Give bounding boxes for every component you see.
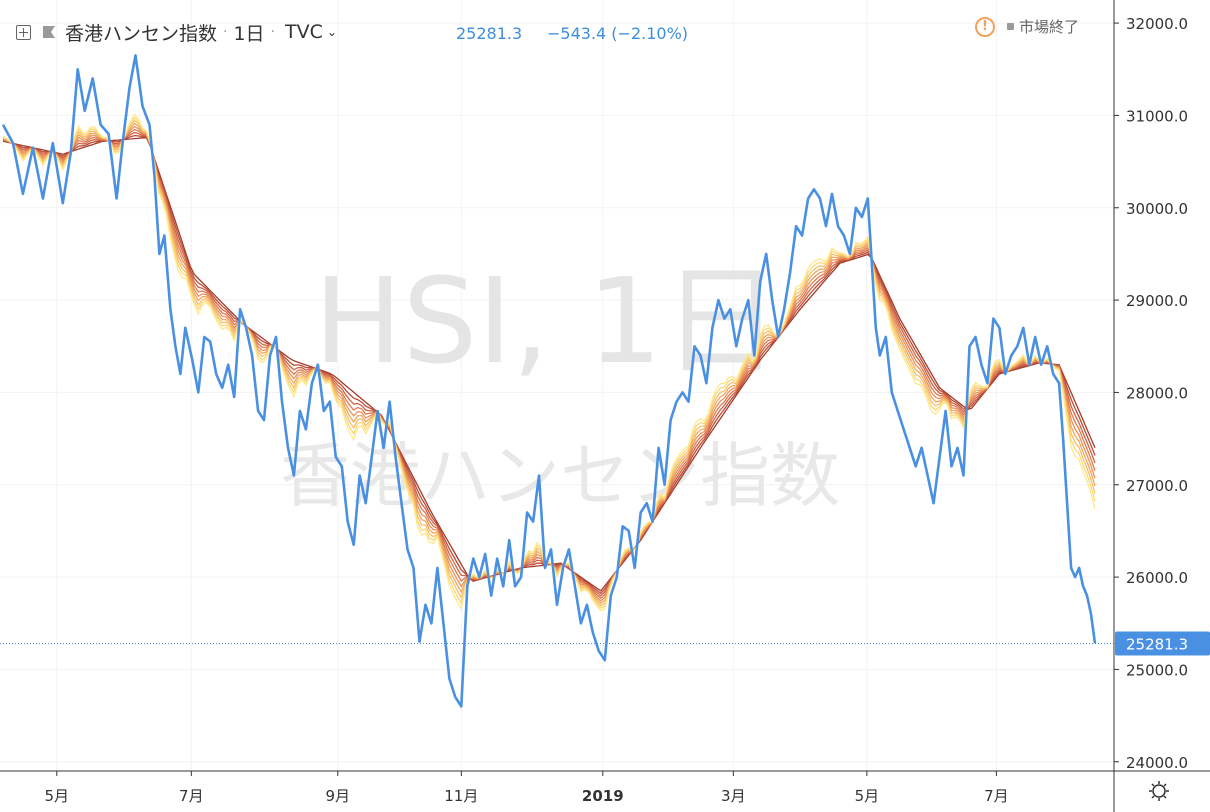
y-tick-label: 30000.0 <box>1126 200 1188 218</box>
symbol-name[interactable]: 香港ハンセン指数 <box>65 22 218 45</box>
x-tick-label: 9月 <box>326 787 351 805</box>
flag-icon[interactable] <box>41 24 57 40</box>
x-tick-label: 7月 <box>179 787 204 805</box>
y-tick-label: 32000.0 <box>1126 15 1188 33</box>
x-tick-label: 2019 <box>582 787 624 805</box>
x-tick-label: 5月 <box>45 787 70 805</box>
price-line <box>1 54 1097 708</box>
y-tick-label: 25000.0 <box>1126 661 1188 679</box>
chevron-down-icon[interactable]: ⌄ <box>326 25 337 39</box>
x-tick-label: 3月 <box>721 787 746 805</box>
chart-grid <box>0 0 1114 771</box>
settings-gear-icon[interactable] <box>1149 781 1169 801</box>
y-tick-label: 29000.0 <box>1126 292 1188 310</box>
y-tick-label: 24000.0 <box>1126 754 1188 772</box>
ma-ribbon <box>2 113 1096 612</box>
last-price-label: 25281.3 <box>1126 635 1188 653</box>
market-status-label: 市場終了 <box>1019 18 1080 36</box>
y-tick-label: 27000.0 <box>1126 477 1188 495</box>
x-tick-label: 5月 <box>855 787 880 805</box>
symbol-header: 香港ハンセン指数 · 1日 · TVC ⌄ <box>16 18 337 46</box>
exchange-label[interactable]: TVC <box>285 21 323 43</box>
x-tick-label: 11月 <box>444 787 478 805</box>
y-tick-label: 31000.0 <box>1126 107 1188 125</box>
price-series <box>1 54 1097 708</box>
warning-icon[interactable]: ! <box>975 16 995 37</box>
separator-dot: · <box>223 24 228 40</box>
x-tick-label: 7月 <box>984 787 1009 805</box>
last-price-tag: 25281.3 <box>1115 631 1210 656</box>
price-change-value: −543.4 (−2.10%) <box>547 24 689 43</box>
separator-dot: · <box>270 24 276 40</box>
ma-line <box>2 113 1096 612</box>
interval-label[interactable]: 1日 <box>233 22 265 45</box>
watermark-symbol: HSI, 1日 <box>314 252 781 390</box>
y-tick-label: 26000.0 <box>1126 569 1188 587</box>
status-dot-icon <box>1007 23 1014 30</box>
market-status[interactable]: ! 市場終了 <box>975 16 1079 37</box>
y-tick-label: 28000.0 <box>1126 384 1188 402</box>
add-compare-icon[interactable] <box>16 24 31 40</box>
price-axis[interactable]: 24000.0 25000.0 26000.0 27000.0 28000.0 29000… <box>1113 0 1188 812</box>
watermark-name: 香港ハンセン指数 <box>280 435 840 517</box>
last-price-value: 25281.3 <box>456 24 523 43</box>
time-axis[interactable]: 5月 7月 9月 11月 2019 3月 5月 7月 <box>0 770 1210 805</box>
